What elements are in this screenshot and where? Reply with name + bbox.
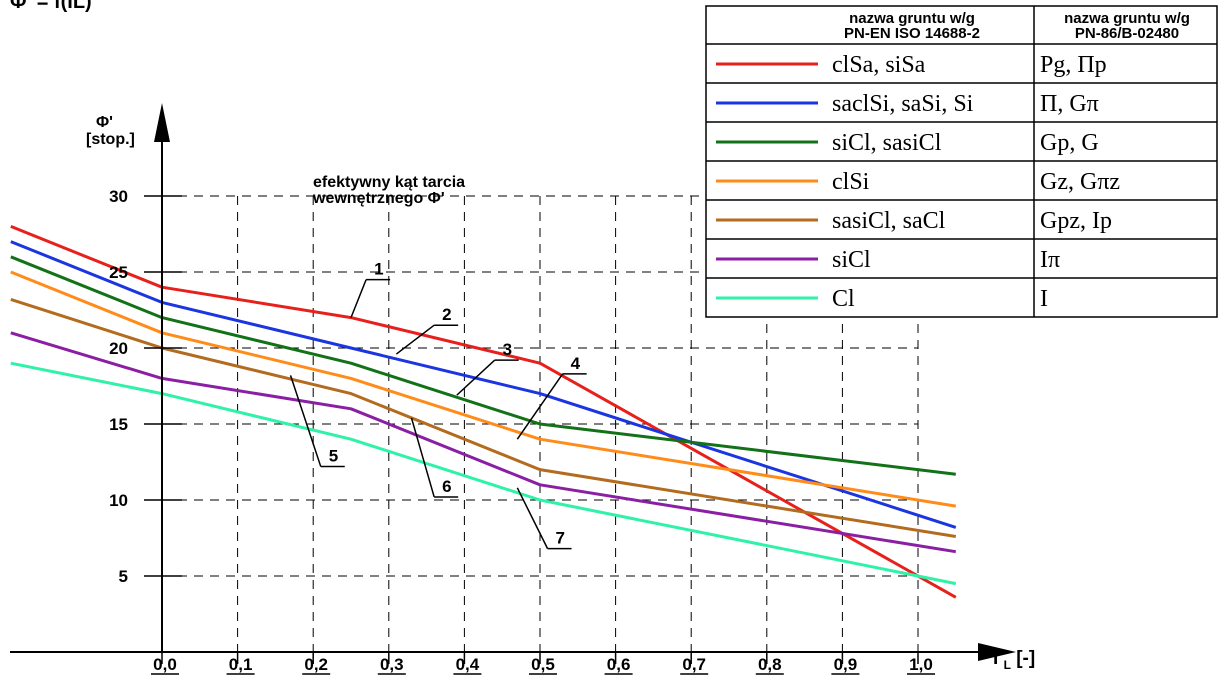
x-tick-label: 0,2 [304, 655, 328, 674]
y-tick-label: 25 [109, 263, 128, 282]
series-lines [10, 225, 957, 599]
legend-pn-name-7: I [1040, 286, 1048, 312]
y-axis-title: Φ' [stop.] [86, 114, 135, 148]
series-line-7 [10, 361, 957, 586]
x-tick-label: 0,4 [456, 655, 480, 674]
legend-pn-name-3: Gp, G [1040, 130, 1099, 156]
legend-header-pn-line2: PN-86/B-02480 [1075, 25, 1179, 42]
y-axis-unit: [stop.] [86, 131, 135, 148]
x-axis-subscript: L [1004, 658, 1011, 672]
callout-label-3: 3 [503, 340, 512, 359]
y-axis-symbol: Φ' [96, 114, 113, 131]
legend-iso-name-7: Cl [832, 286, 855, 312]
x-tick-label: 0,0 [153, 655, 177, 674]
callout-leader-7 [516, 487, 549, 549]
series-line-3 [10, 255, 956, 476]
y-tick-label: 15 [109, 415, 128, 434]
y-tick-label: 5 [119, 567, 128, 586]
callout-label-7: 7 [556, 529, 565, 548]
callout-leader-2 [395, 324, 435, 355]
legend-header-iso-line2: PN-EN ISO 14688-2 [844, 25, 980, 42]
series-line-2 [10, 240, 957, 529]
legend-pn-name-2: Π, Gπ [1040, 91, 1099, 117]
y-tick-label: 20 [109, 339, 128, 358]
legend-iso-name-3: siCl, sasiCl [832, 130, 942, 156]
y-tick-label: 30 [109, 187, 128, 206]
legend-iso-name-5: sasiCl, saCl [832, 208, 946, 234]
series-line-6 [10, 331, 957, 554]
callout-leader-1 [350, 279, 367, 318]
axes [10, 103, 1016, 661]
y-axis-arrowhead [154, 103, 170, 142]
legend-iso-name-2: saclSi, saSi, Si [832, 91, 974, 117]
annotation-friction-angle: efektywny kąt tarcia wewnętrznego Φ' [312, 174, 465, 207]
legend-table: nazwa gruntu w/g PN-EN ISO 14688-2 nazwa… [705, 5, 1218, 318]
annotation-line-2: wewnętrznego Φ' [312, 190, 445, 207]
legend-iso-name-4: clSi [832, 169, 870, 195]
x-tick-label: 0,3 [380, 655, 404, 674]
callout-leader-3 [456, 359, 496, 396]
x-tick-label: 0,9 [834, 655, 858, 674]
chart-title-clipped: Φ' = f(IL) [10, 0, 92, 13]
x-axis-unit: [-] [1016, 648, 1035, 669]
callout-leader-5 [289, 375, 322, 467]
annotation-line-1: efektywny kąt tarcia [313, 174, 465, 191]
series-callouts: 1 2 3 4 5 6 7 [289, 260, 587, 550]
legend-pn-name-4: Gz, Gπz [1040, 169, 1120, 195]
legend-header-pn-line1: nazwa gruntu w/g [1064, 10, 1190, 27]
x-tick-label: 1,0 [909, 655, 933, 674]
y-tick-label: 10 [109, 491, 128, 510]
series-line-5 [10, 297, 957, 538]
legend-iso-name-1: clSa, siSa [832, 52, 926, 78]
callout-leader-6 [410, 417, 435, 498]
series-line-4 [10, 270, 957, 508]
legend-iso-name-6: siCl [832, 247, 871, 273]
tick-labels: 0,0 0,1 0,2 0,3 0,4 0,5 0,6 0,7 0,8 0,9 1,05101520… [109, 187, 935, 675]
svg-text:I L [-]: I L [-] [993, 648, 1035, 674]
x-tick-label: 0,5 [531, 655, 555, 674]
x-axis-arrowhead [978, 643, 1016, 661]
legend-pn-name-6: Iπ [1040, 247, 1060, 273]
legend-pn-name-5: Gpz, Ip [1040, 208, 1112, 234]
x-tick-label: 0,6 [607, 655, 631, 674]
x-axis-symbol: I [993, 648, 998, 669]
x-tick-label: 0,7 [682, 655, 706, 674]
callout-label-1: 1 [374, 260, 383, 279]
x-axis-title: I L [-] [993, 648, 1035, 674]
callout-label-4: 4 [571, 354, 581, 373]
legend-header-iso-line1: nazwa gruntu w/g [849, 10, 975, 27]
x-tick-label: 0,8 [758, 655, 782, 674]
legend-pn-name-1: Pg, Πp [1040, 52, 1107, 78]
callout-label-5: 5 [329, 447, 338, 466]
callout-leader-4 [516, 373, 564, 440]
callout-label-2: 2 [442, 305, 451, 324]
x-tick-label: 0,1 [229, 655, 253, 674]
callout-label-6: 6 [442, 477, 451, 496]
